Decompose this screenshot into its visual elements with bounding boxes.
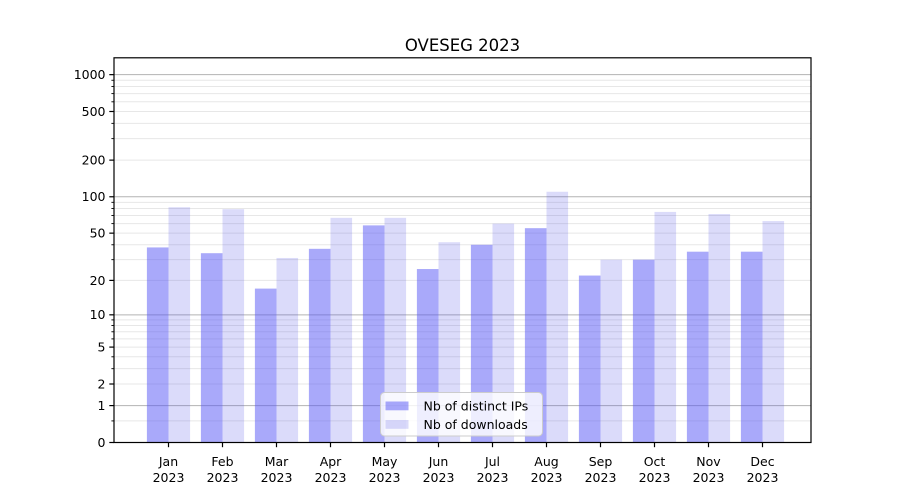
y-tick-label: 2 <box>98 376 106 391</box>
bar-sep-downloads <box>600 259 623 443</box>
y-tick-label: 1 <box>98 398 106 413</box>
bar-jan-downloads <box>168 207 191 443</box>
x-tick-label: Apr 2023 <box>315 454 347 485</box>
bar-dec-distinct-ips <box>740 251 763 443</box>
y-tick-label: 1000 <box>74 67 106 82</box>
y-tick-label: 10 <box>90 307 106 322</box>
bar-apr-distinct-ips <box>308 248 331 443</box>
minor-gridlines <box>114 79 811 422</box>
y-tick-label: 100 <box>82 189 106 204</box>
chart-title: OVESEG 2023 <box>405 36 520 55</box>
x-tick-label: Mar 2023 <box>261 454 293 485</box>
bar-mar-distinct-ips <box>254 288 277 443</box>
x-tick-label: Jun 2023 <box>423 454 455 485</box>
y-tick-label: 200 <box>82 153 106 168</box>
y-tick-label: 50 <box>90 226 106 241</box>
legend-swatch-distinct-ips <box>385 401 409 411</box>
bar-feb-downloads <box>222 209 245 443</box>
legend-label-distinct-ips: Nb of distinct IPs <box>424 398 529 413</box>
bar-feb-distinct-ips <box>200 253 223 443</box>
legend: Nb of distinct IPs Nb of downloads <box>380 392 543 437</box>
x-axis-ticks: Jan 2023 Feb 2023 Mar 2023 Apr 2023 May 2023 Jun 20… <box>153 442 779 485</box>
plot-border <box>113 57 812 444</box>
legend-box <box>380 392 543 437</box>
x-tick-label: Jul 2023 <box>477 454 509 485</box>
x-tick-label: May 2023 <box>369 454 401 485</box>
x-tick-label: Aug 2023 <box>531 454 563 485</box>
y-tick-label: 500 <box>82 104 106 119</box>
bar-apr-downloads <box>330 217 353 443</box>
y-tick-label: 20 <box>90 273 106 288</box>
axes-spines <box>113 57 812 444</box>
bar-may-downloads <box>384 217 407 443</box>
x-tick-label: Nov 2023 <box>693 454 725 485</box>
x-tick-label: Sep 2023 <box>585 454 617 485</box>
legend-label-downloads: Nb of downloads <box>424 417 528 432</box>
y-tick-label: 5 <box>98 339 106 354</box>
y-axis-ticks: 0 1 2 5 10 20 50 100 200 500 1000 <box>74 67 114 450</box>
bar-dec-downloads <box>762 221 785 443</box>
x-tick-label: Jan 2023 <box>153 454 185 485</box>
x-tick-label: Dec 2023 <box>747 454 779 485</box>
bar-aug-distinct-ips <box>524 228 547 443</box>
bar-sep-distinct-ips <box>578 275 601 443</box>
x-tick-label: Oct 2023 <box>639 454 671 485</box>
bar-oct-distinct-ips <box>632 259 655 443</box>
bar-jan-distinct-ips <box>146 247 169 443</box>
bar-may-distinct-ips <box>362 225 385 443</box>
bar-mar-downloads <box>276 257 299 443</box>
legend-swatch-downloads <box>385 420 409 429</box>
x-tick-label: Feb 2023 <box>207 454 239 485</box>
bar-oct-downloads <box>654 211 677 443</box>
bar-aug-downloads <box>546 191 569 443</box>
bar-nov-downloads <box>708 214 731 443</box>
bar-nov-distinct-ips <box>686 251 709 443</box>
bar-jul-downloads <box>492 223 515 443</box>
y-tick-label: 0 <box>98 435 106 450</box>
